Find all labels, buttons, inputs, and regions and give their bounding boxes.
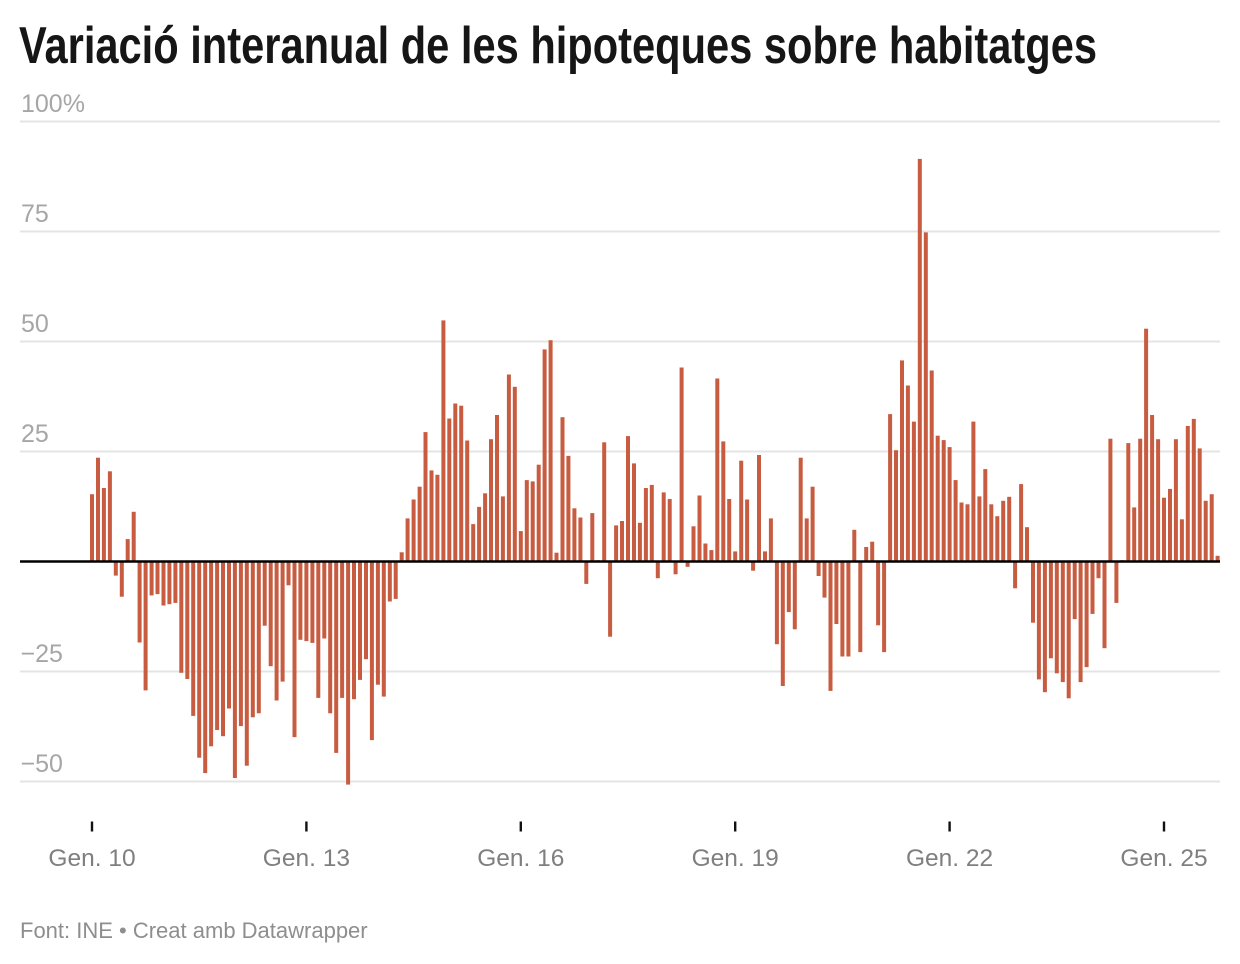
svg-text:Gen. 22: Gen. 22 [906,845,993,872]
svg-text:Gen. 25: Gen. 25 [1120,845,1207,872]
svg-text:Variació interanual de les hip: Variació interanual de les hipoteques so… [19,17,1097,75]
svg-text:Font: INE • Creat amb Datawrap: Font: INE • Creat amb Datawrapper [20,918,368,943]
svg-text:Gen. 10: Gen. 10 [48,845,135,872]
svg-text:75: 75 [21,200,49,228]
svg-text:−25: −25 [21,640,63,668]
svg-text:25: 25 [21,420,49,448]
svg-text:Gen. 13: Gen. 13 [263,845,350,872]
svg-text:100%: 100% [21,90,85,118]
svg-text:Gen. 19: Gen. 19 [692,845,779,872]
svg-text:−50: −50 [21,750,63,778]
svg-text:50: 50 [21,310,49,338]
svg-text:Gen. 16: Gen. 16 [477,845,564,872]
